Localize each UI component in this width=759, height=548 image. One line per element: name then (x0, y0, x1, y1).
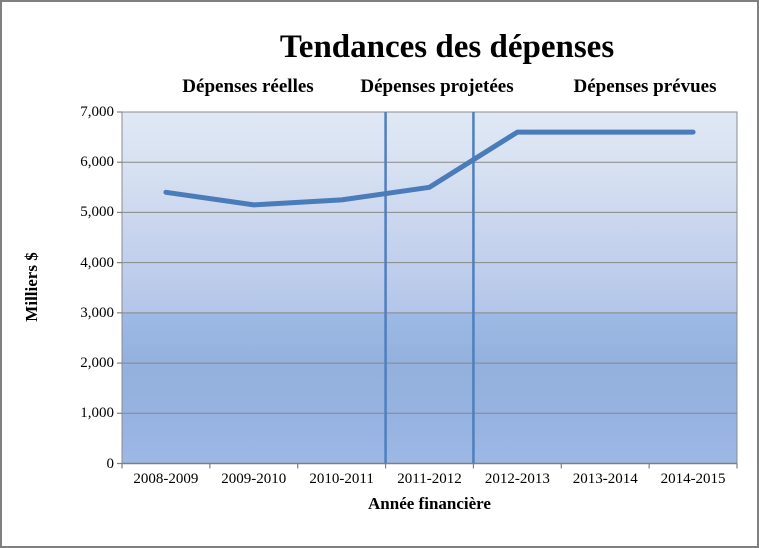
section-label-depenses-prevues: Dépenses prévues (573, 76, 717, 97)
y-tick-label: 1,000 (80, 405, 114, 422)
section-label-depenses-reelles: Dépenses réelles (182, 76, 314, 97)
y-tick-label: 5,000 (80, 204, 114, 221)
x-tick-label: 2010-2011 (309, 471, 374, 487)
y-tick-label: 6,000 (80, 154, 114, 171)
x-tick-label: 2011-2012 (397, 471, 462, 487)
x-tick-label: 2012-2013 (484, 471, 550, 487)
y-tick-label: 7,000 (80, 104, 114, 120)
x-tick-label: 2014-2015 (660, 471, 726, 487)
x-tick-label: 2009-2010 (221, 471, 287, 487)
section-label-depenses-projetees: Dépenses projetées (360, 76, 514, 97)
line-chart-canvas (117, 111, 738, 469)
x-axis-title: Année financière (368, 494, 491, 513)
y-tick-label: 4,000 (80, 254, 114, 271)
x-tick-label: 2008-2009 (133, 471, 199, 487)
y-tick-label: 3,000 (80, 304, 114, 321)
x-tick-label: 2013-2014 (572, 471, 638, 487)
y-tick-label: 2,000 (80, 355, 114, 372)
y-tick-label: 0 (106, 455, 115, 472)
chart-title: Tendances des dépenses (279, 29, 615, 65)
